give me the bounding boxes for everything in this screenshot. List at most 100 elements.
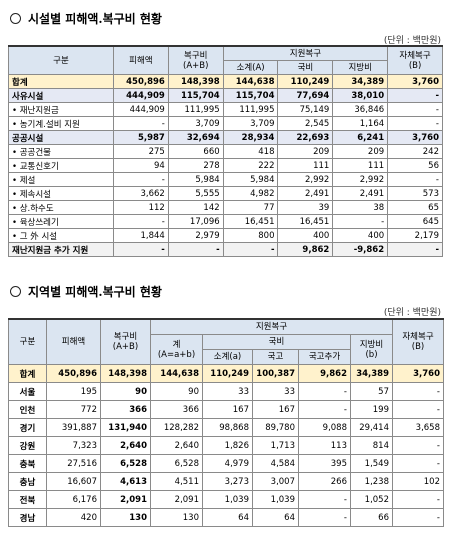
- header-text: 계: [172, 339, 181, 350]
- table-row: 경남 420 130 130 64 64-66-: [8, 508, 444, 527]
- cell: 66: [350, 508, 393, 527]
- cell: 17,096: [167, 214, 224, 229]
- cell: -: [387, 242, 443, 257]
- cell: 28,934: [222, 130, 279, 145]
- row-label: • 제속시설: [8, 186, 114, 201]
- cell: 90: [100, 382, 151, 401]
- table-row: 합계 450,896 148,398 144,638 110,249 100,387 9,8…: [8, 364, 444, 383]
- cell: 110,249: [277, 74, 334, 89]
- cell: 7,323: [46, 436, 101, 455]
- cell: 39: [277, 200, 334, 215]
- cell: 2,091: [150, 490, 203, 509]
- cell: 94: [113, 158, 169, 173]
- unit: (단위 : 백만원): [383, 36, 441, 46]
- cell: 36,846: [332, 102, 389, 117]
- cell: -: [167, 242, 224, 257]
- header: 국고추가: [298, 349, 351, 365]
- region-table: 구분 피해액 복구비 (A+B) 지원복구 자체복구 (B) 계 (A=a+b) 국비…: [8, 318, 444, 527]
- cell: 1,052: [350, 490, 393, 509]
- cell: 420: [46, 508, 101, 527]
- header: 국비: [202, 334, 351, 350]
- table-row: 충남 16,607 4,613 4,511 3,273 3,007 266 1,238 102: [8, 472, 444, 491]
- cell: -: [387, 116, 443, 131]
- cell: 366: [100, 400, 151, 419]
- cell: 38: [332, 200, 389, 215]
- cell: 222: [222, 158, 279, 173]
- cell: -: [387, 172, 443, 187]
- cell: 1,826: [202, 436, 253, 455]
- row-label: • 농기계.설비 지원: [8, 116, 114, 131]
- cell: 148,398: [167, 74, 224, 89]
- table-row: 공공시설 5,987 32,694 28,934 22,693 6,241 3,760: [8, 130, 443, 145]
- cell: 57: [350, 382, 393, 401]
- cell: 56: [387, 158, 443, 173]
- table-row: 사유시설 444,909 115,704 115,704 77,694 38,010-: [8, 88, 443, 103]
- table-row: • 그 外 시설 1,844 2,979 800 400 400 2,179: [8, 228, 443, 243]
- section-title: 시설별 피해액.복구비 현황: [10, 10, 162, 27]
- cell: -: [298, 508, 351, 527]
- row-label: • 제설: [8, 172, 114, 187]
- cell: 3,273: [202, 472, 253, 491]
- header: 지방비: [332, 60, 389, 75]
- header: 소계(a): [202, 349, 253, 365]
- cell: 275: [113, 144, 169, 159]
- cell: 144,638: [150, 364, 203, 383]
- table-row: • 제설 -5,984 5,984 2,992 2,992-: [8, 172, 443, 187]
- cell: 16,451: [277, 214, 334, 229]
- cell: 645: [387, 214, 443, 229]
- cell: 814: [350, 436, 393, 455]
- cell: 29,414: [350, 418, 393, 437]
- header: 지원복구: [150, 318, 393, 335]
- cell: 148,398: [100, 364, 151, 383]
- cell: -: [113, 214, 169, 229]
- header: 피해액: [113, 45, 169, 75]
- cell: 5,984: [167, 172, 224, 187]
- cell: -: [392, 490, 444, 509]
- cell: 111,995: [222, 102, 279, 117]
- cell: 3,007: [252, 472, 299, 491]
- row-label: 경남: [8, 508, 47, 527]
- cell: 131,940: [100, 418, 151, 437]
- cell: 111: [277, 158, 334, 173]
- cell: 444,909: [113, 88, 169, 103]
- cell: 3,709: [167, 116, 224, 131]
- header-text: (B): [411, 342, 425, 352]
- cell: 77: [222, 200, 279, 215]
- header-text: 자체복구: [402, 332, 434, 342]
- cell: 3,760: [392, 364, 444, 383]
- cell: 1,844: [113, 228, 169, 243]
- table-row: 재난지원금 추가 지원 - - -9,862 -9,862-: [8, 242, 443, 257]
- cell: 2,979: [167, 228, 224, 243]
- cell: 2,640: [100, 436, 151, 455]
- row-label: • 육상쓰레기: [8, 214, 114, 229]
- cell: 142: [167, 200, 224, 215]
- cell: 9,862: [277, 242, 334, 257]
- cell: 98,868: [202, 418, 253, 437]
- header-text: (A=a+b): [157, 349, 196, 360]
- table-row: • 농기계.설비 지원 -3,709 3,709 2,545 1,164-: [8, 116, 443, 131]
- cell: 3,760: [387, 74, 443, 89]
- table-row: 합계 450,896 148,398 144,638 110,249 34,389 3,76…: [8, 74, 443, 89]
- cell: 2,491: [332, 186, 389, 201]
- cell: 9,088: [298, 418, 351, 437]
- cell: 800: [222, 228, 279, 243]
- cell: -: [392, 382, 444, 401]
- cell: 4,979: [202, 454, 253, 473]
- cell: 1,039: [252, 490, 299, 509]
- row-label: 합계: [8, 74, 114, 89]
- cell: 3,662: [113, 186, 169, 201]
- cell: -: [392, 454, 444, 473]
- cell: 34,389: [332, 74, 389, 89]
- cell: 6,241: [332, 130, 389, 145]
- cell: 4,613: [100, 472, 151, 491]
- row-label: 경기: [8, 418, 47, 437]
- row-label: • 공공건물: [8, 144, 114, 159]
- header: 자체복구 (B): [387, 45, 443, 75]
- header: 소계(A): [222, 60, 279, 75]
- cell: 16,451: [222, 214, 279, 229]
- cell: 144,638: [222, 74, 279, 89]
- cell: 90: [150, 382, 203, 401]
- cell: 9,862: [298, 364, 351, 383]
- cell: 1,039: [202, 490, 253, 509]
- row-label: 전북: [8, 490, 47, 509]
